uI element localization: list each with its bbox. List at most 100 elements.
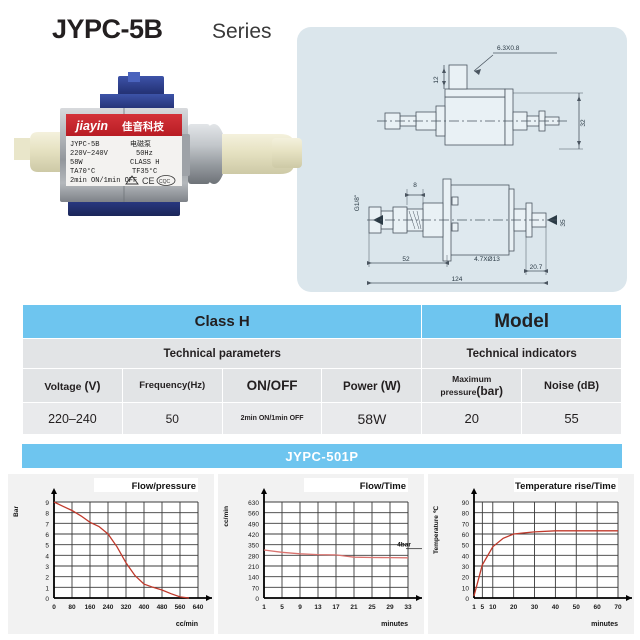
value-noise: 55: [521, 402, 622, 435]
label-class: CLASS H: [130, 159, 159, 167]
dim-12: 12: [433, 76, 440, 84]
subheader-technical-indicators: Technical indicators: [421, 338, 622, 369]
table-value-row: 220–240 50 2min ON/1min OFF 58W 20 55: [22, 402, 622, 435]
x-tick-label: 33: [404, 604, 412, 611]
pump-illustration: jiayin 佳音科技 JYPC-5B 电磁泵 220V~240V 50Hz 5…: [14, 72, 302, 216]
x-tick-label: 640: [193, 604, 204, 611]
x-tick-label: 160: [85, 604, 96, 611]
dim-g18: G1/8": [354, 194, 361, 211]
y-tick-label: 80: [462, 511, 470, 518]
charts-section-title: JYPC-501P: [285, 448, 359, 464]
x-tick-label: 17: [332, 604, 340, 611]
column-header-max-pressure: Maximum pressure(bar): [421, 368, 523, 403]
y-tick-label: 40: [462, 553, 470, 560]
dim-4.7xd13: 4.7XØ13: [474, 256, 500, 263]
y-tick-label: 0: [465, 596, 469, 603]
column-header-voltage: Voltage (V): [22, 368, 123, 403]
chart-svg: 0 1 2 3 4 5 6 7 8 9 0 80 160 240 320 400 480 560 640 Flow/p…: [13, 478, 212, 628]
chart-series-line: [53, 501, 190, 599]
chart-svg: 0 10 20 30 40 50 60 70 80 90 1 5 10 20 30 40 50 60 70 Tempe…: [432, 478, 632, 628]
chart-annotation: 4bar: [397, 542, 411, 549]
y-tick-label: 210: [248, 564, 259, 571]
label-power: 58W: [70, 159, 83, 167]
page-title-series: Series: [212, 20, 272, 43]
label-tf: TF35°C: [132, 167, 157, 176]
label-type-cn: 电磁泵: [130, 139, 151, 148]
y-axis-label: Temperature ℃: [432, 505, 440, 554]
y-tick-label: 6: [45, 532, 49, 539]
dim-8: 8: [413, 182, 417, 189]
chart-series-line: [473, 530, 618, 597]
value-max-pressure: 20: [421, 402, 523, 435]
y-tick-label: 350: [248, 543, 259, 550]
x-axis-label: minutes: [381, 621, 408, 628]
x-axis-label: cc/min: [176, 621, 198, 628]
svg-text:CE: CE: [142, 176, 155, 186]
x-tick-label: 5: [280, 604, 284, 611]
x-tick-label: 25: [368, 604, 376, 611]
column-header-frequency: Frequency(Hz): [121, 368, 223, 403]
label-duty: 2min ON/1min OFF: [70, 177, 137, 185]
y-tick-label: 140: [248, 575, 259, 582]
x-tick-label: 480: [157, 604, 168, 611]
y-tick-label: 560: [248, 511, 259, 518]
specification-table: Class H Model Technical parameters Techn…: [21, 304, 622, 435]
technical-drawing-panel: 12 6.3X0.8 32 G1/8" 8 52 4.7XØ13 20.7 12…: [297, 27, 627, 292]
x-tick-label: 80: [68, 604, 76, 611]
column-header-noise: Noise (dB): [521, 368, 622, 403]
x-tick-label: 0: [52, 604, 56, 611]
chart-flow-pressure: 0 1 2 3 4 5 6 7 8 9 0 80 160 240 320 400 480 560 640 Flow/p…: [8, 474, 214, 634]
y-tick-label: 3: [45, 564, 49, 571]
y-tick-label: 0: [45, 596, 49, 603]
y-tick-label: 2: [45, 575, 49, 582]
chart-title: Flow/Time: [360, 481, 406, 492]
page-title-row: JYPC-5B Series: [0, 10, 290, 54]
x-tick-label: 9: [298, 604, 302, 611]
dim-20.7: 20.7: [530, 264, 543, 271]
x-tick-label: 70: [614, 604, 622, 611]
x-axis-label: minutes: [591, 621, 618, 628]
y-tick-label: 90: [462, 500, 470, 507]
charts-row: 0 1 2 3 4 5 6 7 8 9 0 80 160 240 320 400 480 560 640 Flow/p…: [8, 474, 634, 634]
y-tick-label: 5: [45, 543, 49, 550]
dim-124: 124: [452, 276, 463, 283]
y-tick-label: 70: [462, 521, 470, 528]
x-tick-label: 29: [386, 604, 394, 611]
chart-temperature-time: 0 10 20 30 40 50 60 70 80 90 1 5 10 20 30 40 50 60 70 Tempe…: [428, 474, 634, 634]
y-tick-label: 420: [248, 532, 259, 539]
x-tick-label: 50: [573, 604, 581, 611]
table-column-header-row: Voltage (V) Frequency(Hz) ON/OFF Power (…: [22, 368, 622, 403]
y-tick-label: 7: [45, 521, 49, 528]
dim-52: 52: [402, 256, 410, 263]
y-tick-label: 60: [462, 532, 470, 539]
y-tick-label: 10: [462, 585, 470, 592]
x-tick-label: 20: [510, 604, 518, 611]
x-tick-label: 40: [552, 604, 560, 611]
chart-flow-time: 0 70 140 210 280 350 420 490 560 630 1 5 9 13 17 21 25 29…: [218, 474, 424, 634]
y-axis-label: Bar: [13, 506, 20, 517]
x-tick-label: 21: [350, 604, 358, 611]
chart-svg: 0 70 140 210 280 350 420 490 560 630 1 5 9 13 17 21 25 29…: [223, 478, 422, 628]
label-voltage: 220V~240V: [70, 150, 109, 158]
y-tick-label: 490: [248, 521, 259, 528]
value-power: 58W: [321, 402, 423, 435]
y-tick-label: 20: [462, 575, 470, 582]
x-tick-label: 60: [594, 604, 602, 611]
chart-series-line: [263, 549, 409, 559]
subheader-technical-parameters: Technical parameters: [21, 338, 423, 369]
x-tick-label: 560: [175, 604, 186, 611]
x-tick-label: 13: [314, 604, 322, 611]
certification-marks: CE CQC: [125, 175, 176, 186]
y-tick-label: 1: [45, 585, 49, 592]
y-tick-label: 8: [45, 511, 49, 518]
y-tick-label: 30: [462, 564, 470, 571]
x-tick-label: 10: [489, 604, 497, 611]
charts-section-header: JYPC-501P: [22, 444, 622, 468]
x-tick-label: 5: [481, 604, 485, 611]
label-frequency: 50Hz: [136, 150, 153, 158]
table-group-header-row: Class H Model: [21, 304, 622, 339]
brand-latin: jiayin: [74, 119, 108, 133]
y-tick-label: 280: [248, 553, 259, 560]
dim-32: 32: [580, 119, 587, 127]
technical-drawing-svg: 12 6.3X0.8 32 G1/8" 8 52 4.7XØ13 20.7 12…: [354, 45, 587, 285]
